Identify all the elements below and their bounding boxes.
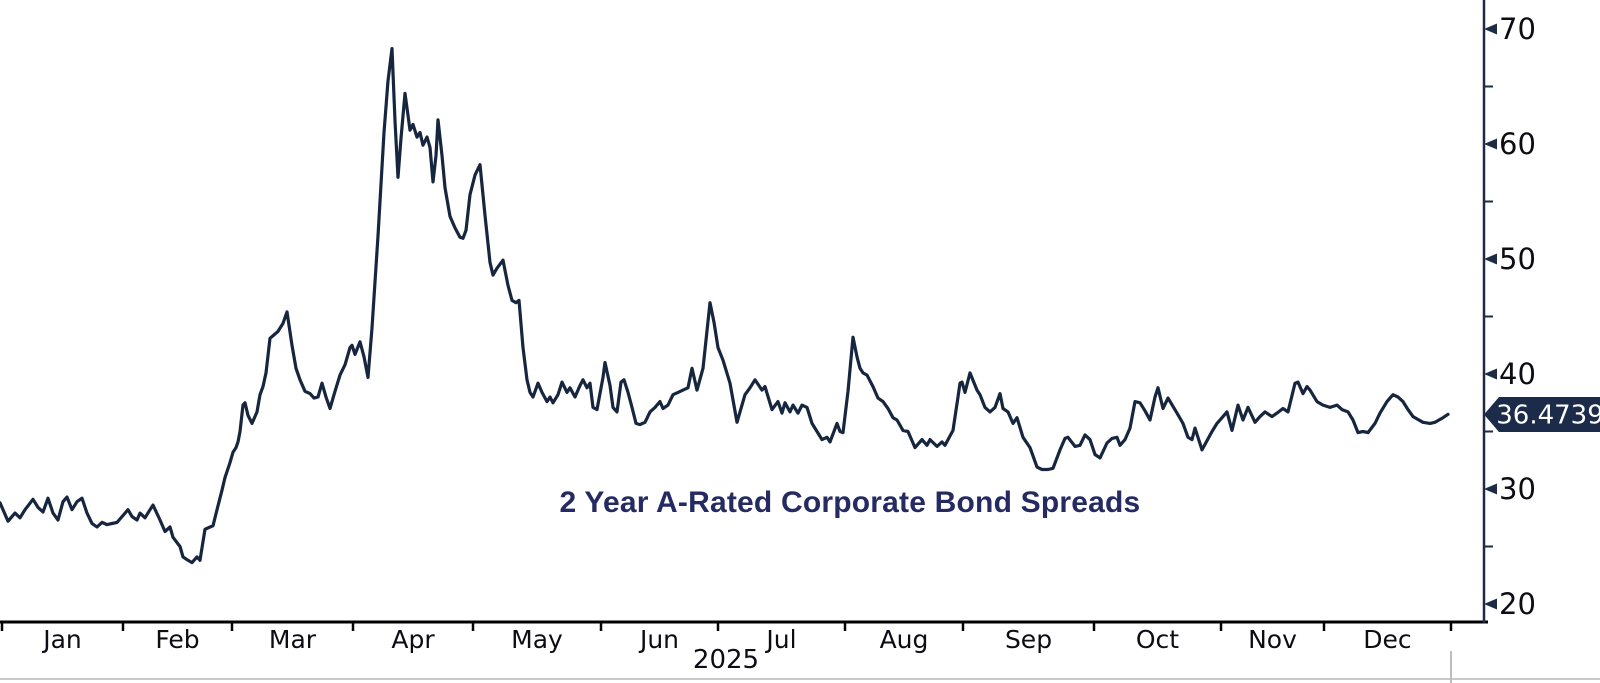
y-axis: 20 30 40 50 60 70 xyxy=(1482,0,1536,623)
y-tick-label: 70 xyxy=(1499,12,1536,46)
y-tick-arrow xyxy=(1484,368,1497,380)
last-value-tag: 36.4739 xyxy=(1484,397,1600,433)
y-tick-label: 20 xyxy=(1499,587,1536,621)
month-label: Aug xyxy=(880,625,929,654)
month-label: Feb xyxy=(155,625,199,654)
month-label: Jun xyxy=(638,625,679,654)
y-tick-label: 50 xyxy=(1499,242,1536,276)
x-axis: Jan Feb Mar Apr May Jun Jul Aug Sep Oct Nov Dec xyxy=(0,620,1488,654)
series-line xyxy=(0,47,1450,565)
y-tick-arrow xyxy=(1484,138,1497,150)
bottom-window-border xyxy=(0,678,1600,680)
last-value-tag-background xyxy=(1484,397,1600,433)
year-label: 2025 xyxy=(693,645,759,675)
month-label: Apr xyxy=(391,625,435,654)
month-label: Sep xyxy=(1005,625,1052,654)
month-label: Jul xyxy=(764,625,796,654)
month-label: Oct xyxy=(1136,625,1179,654)
chart-title: 2 Year A-Rated Corporate Bond Spreads xyxy=(559,486,1141,519)
y-tick-label: 60 xyxy=(1499,127,1536,161)
month-label: May xyxy=(511,625,563,654)
last-value-text: 36.4739 xyxy=(1496,401,1600,431)
y-tick-arrow xyxy=(1484,253,1497,265)
month-label: Jan xyxy=(41,625,82,654)
month-label: Dec xyxy=(1363,625,1411,654)
window-frame-artifact xyxy=(1450,651,1452,683)
y-tick-label: 30 xyxy=(1499,472,1536,506)
y-tick-label: 40 xyxy=(1499,357,1536,391)
y-tick-arrow xyxy=(1484,23,1497,35)
month-label: Mar xyxy=(269,625,317,654)
y-tick-arrow xyxy=(1484,598,1497,610)
y-tick-arrow xyxy=(1484,483,1497,495)
month-label: Nov xyxy=(1248,625,1297,654)
